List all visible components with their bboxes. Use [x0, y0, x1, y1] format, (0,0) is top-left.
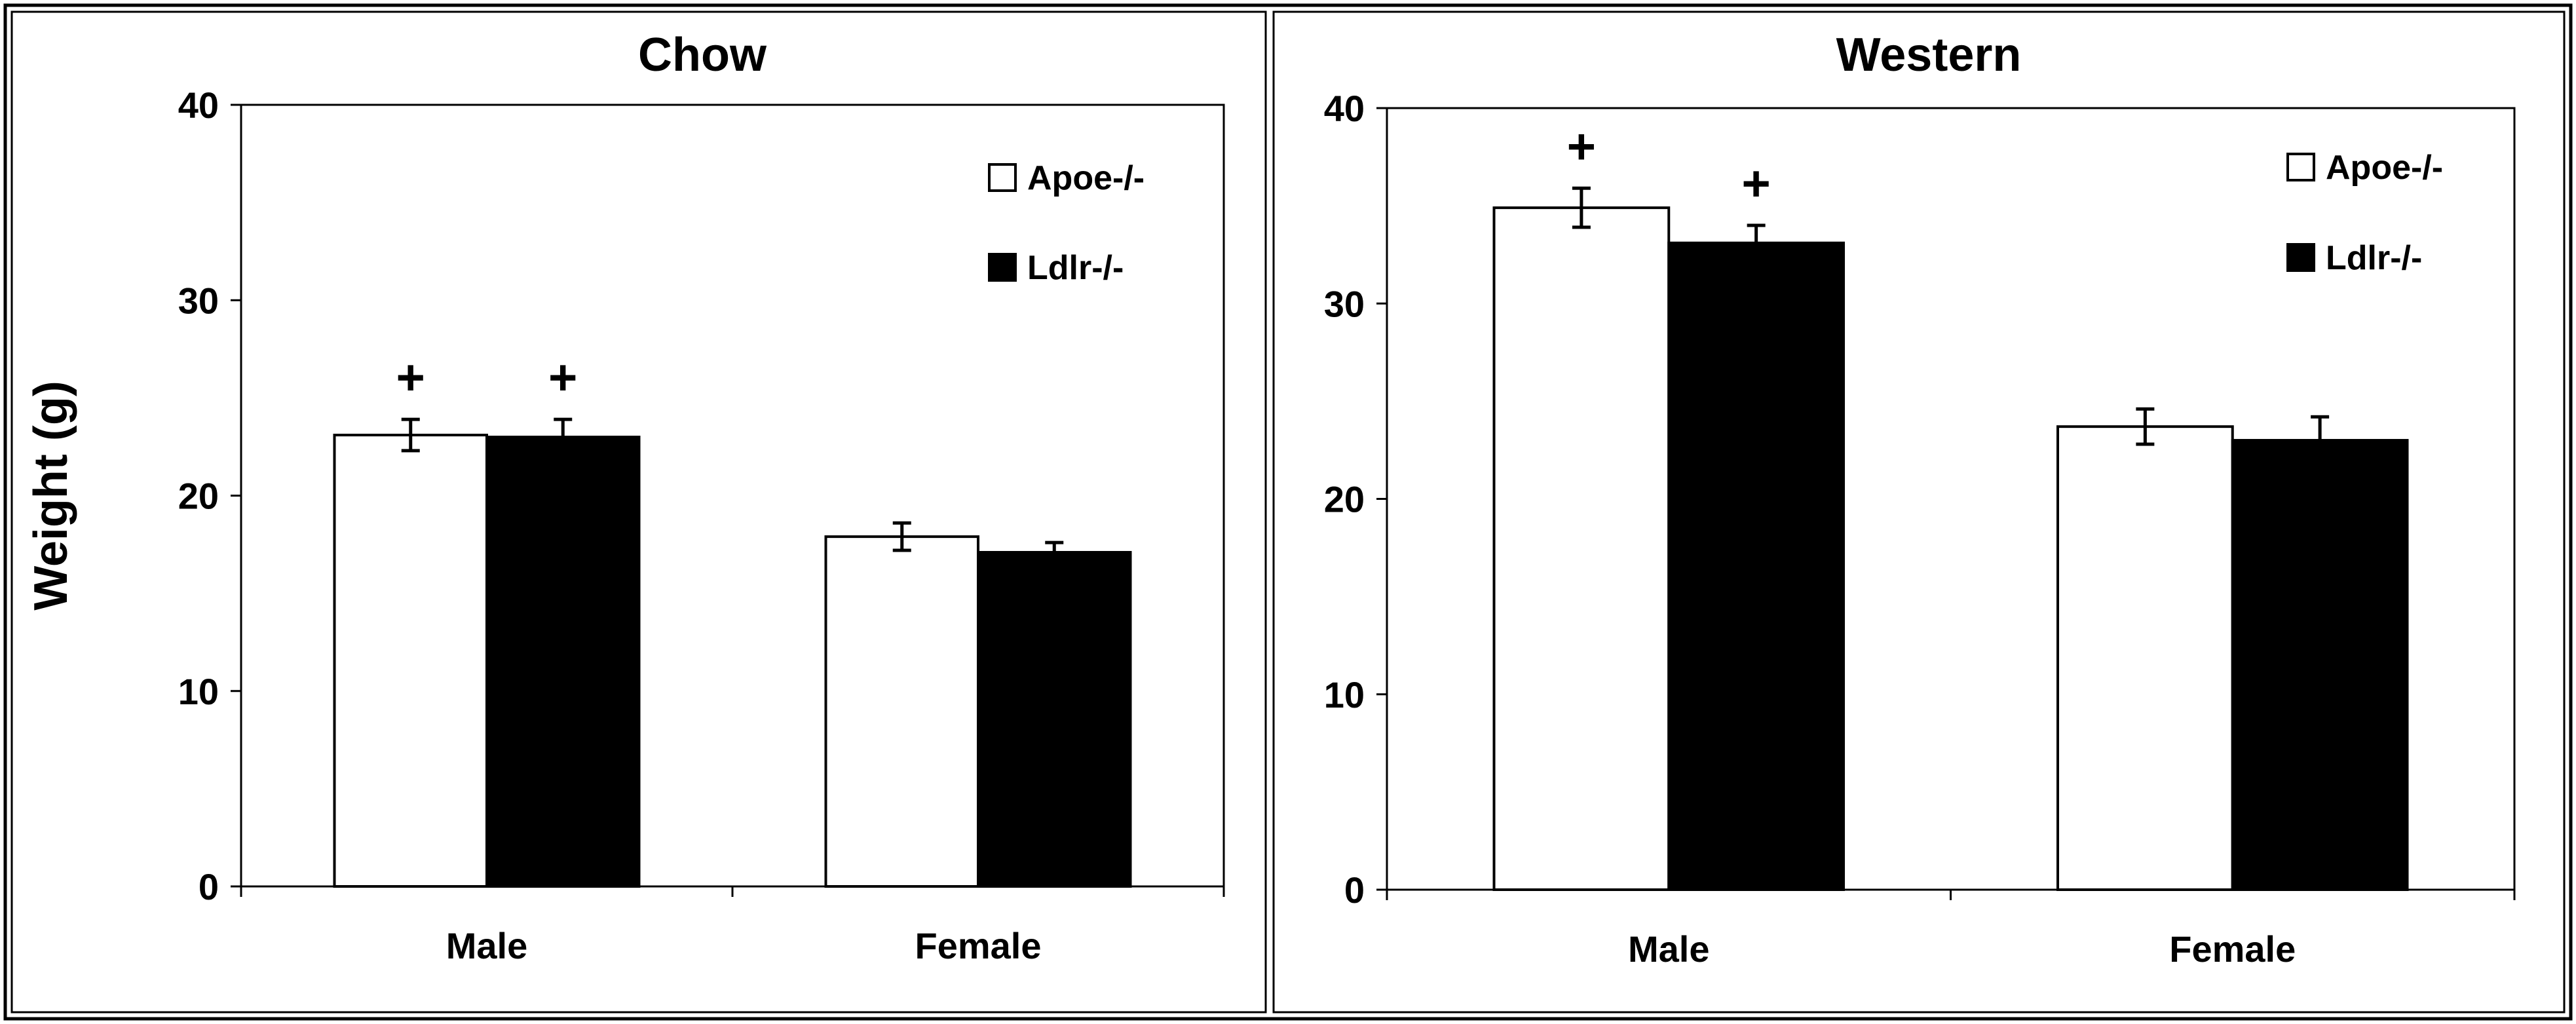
bar — [485, 436, 641, 888]
bar — [2056, 425, 2234, 891]
y-tick-label: 10 — [178, 671, 219, 712]
y-tick-label: 40 — [1324, 88, 1365, 129]
y-tick-label: 30 — [178, 280, 219, 321]
x-tick-label: Female — [915, 925, 1042, 966]
bar — [1667, 241, 1846, 892]
y-tick-label: 0 — [199, 866, 219, 907]
charts-container: Chow Weight (g) 0 10 20 30 40 Male + + Female Apoe-… — [10, 10, 2566, 1014]
y-tick-label: 20 — [1324, 479, 1365, 520]
bar — [1492, 206, 1671, 891]
legend-label: Apoe-/- — [2326, 149, 2443, 187]
legend-label: Ldlr-/- — [2326, 239, 2422, 277]
significance-marker: + — [1567, 119, 1596, 174]
legend-label: Apoe-/- — [1027, 159, 1145, 197]
significance-marker: + — [548, 350, 577, 406]
x-tick-label: Male — [1628, 928, 1710, 970]
legend-swatch — [2286, 153, 2315, 181]
bar — [824, 535, 979, 888]
y-tick-label: 10 — [1324, 674, 1365, 715]
chart-title: Western — [1836, 29, 2022, 81]
bar — [977, 550, 1132, 888]
legend-label: Ldlr-/- — [1027, 249, 1124, 287]
y-axis-label: Weight (g) — [25, 381, 77, 611]
y-tick-label: 30 — [1324, 283, 1365, 324]
significance-marker: + — [1741, 156, 1770, 212]
chart-title: Chow — [638, 29, 767, 81]
x-tick-label: Male — [446, 925, 528, 966]
chart-panel-1: Western 0 10 20 30 40 Male + + Female Apoe-/- Ldlr-… — [1272, 10, 2566, 1014]
legend-swatch — [988, 253, 1017, 282]
chart-panel-0: Chow Weight (g) 0 10 20 30 40 Male + + Female Apoe-… — [10, 10, 1267, 1014]
bar — [2231, 439, 2409, 891]
legend-swatch — [988, 163, 1017, 192]
y-tick-label: 40 — [178, 85, 219, 126]
bar — [333, 434, 488, 888]
legend-swatch — [2286, 243, 2315, 272]
y-tick-label: 20 — [178, 476, 219, 517]
significance-marker: + — [396, 350, 425, 406]
y-tick-label: 0 — [1344, 869, 1365, 911]
x-tick-label: Female — [2169, 928, 2296, 970]
